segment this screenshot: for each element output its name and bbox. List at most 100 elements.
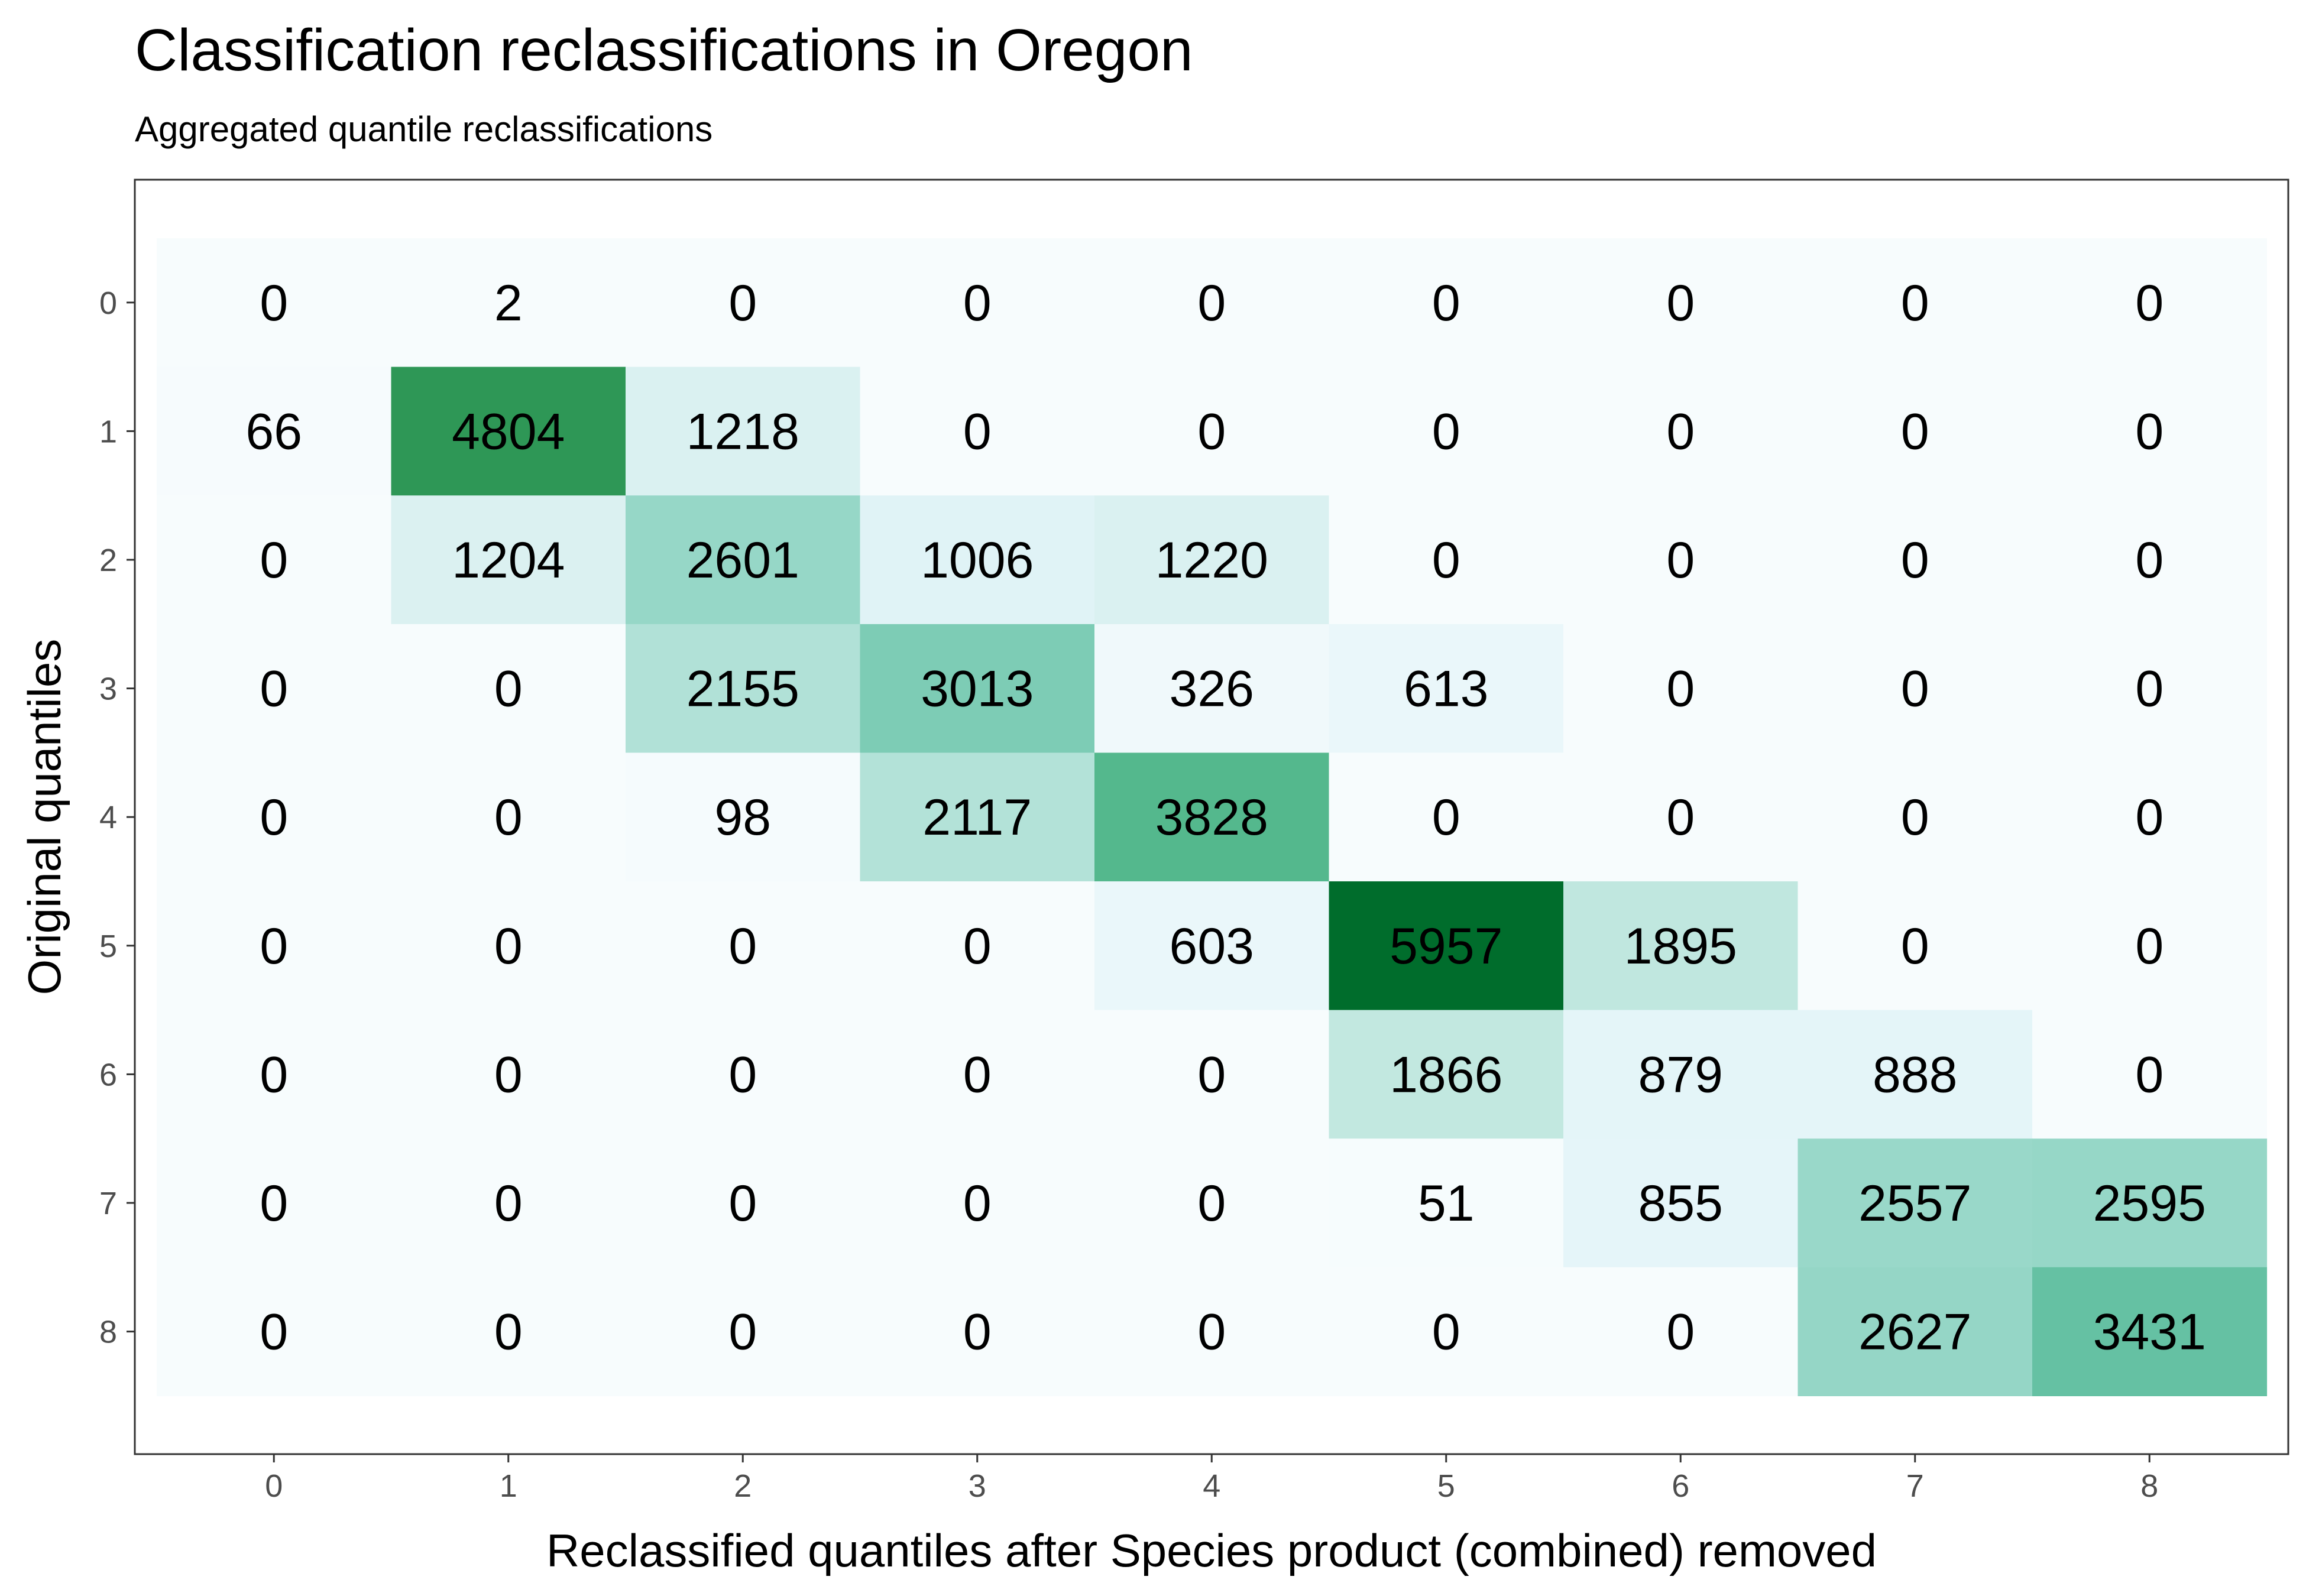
heatmap-cell-1-4 [1094, 366, 1330, 496]
heatmap-cell-2-7 [1797, 495, 2033, 625]
cell-value-label: 0 [963, 275, 992, 332]
cell-value-label: 0 [1432, 1304, 1460, 1361]
cell-value-label: 0 [1666, 403, 1695, 460]
y-tick-label: 0 [99, 286, 117, 321]
heatmap-cell-7-0 [157, 1138, 392, 1268]
heatmap-cell-0-4 [1094, 238, 1330, 368]
heatmap-cell-8-0 [157, 1267, 392, 1396]
cell-value-label: 3431 [2093, 1304, 2206, 1361]
heatmap-cell-5-7 [1797, 881, 2033, 1011]
heatmap-cell-1-3 [860, 366, 1095, 496]
cell-value-label: 1218 [686, 403, 799, 460]
x-tick-label: 0 [265, 1468, 283, 1504]
heatmap-cell-1-0 [157, 366, 392, 496]
cell-value-label: 0 [1666, 1304, 1695, 1361]
heatmap-cell-4-7 [1797, 752, 2033, 882]
cell-value-label: 0 [963, 1046, 992, 1103]
cell-value-label: 0 [260, 918, 288, 975]
cell-value-label: 1895 [1624, 918, 1737, 975]
cell-value-label: 879 [1638, 1046, 1724, 1103]
heatmap-cell-5-2 [626, 881, 861, 1011]
cell-value-label: 0 [260, 275, 288, 332]
heatmap-cell-5-4 [1094, 881, 1330, 1011]
heatmap-cell-4-8 [2032, 752, 2268, 882]
cell-value-label: 0 [1901, 532, 1929, 589]
cell-value-label: 0 [1197, 1046, 1226, 1103]
heatmap-cell-4-5 [1329, 752, 1564, 882]
cell-value-label: 0 [963, 1304, 992, 1361]
y-tick-label: 6 [99, 1057, 117, 1092]
heatmap-cell-2-3 [860, 495, 1095, 625]
cell-value-label: 0 [963, 403, 992, 460]
heatmap-cell-3-6 [1563, 624, 1799, 753]
heatmap-cell-7-4 [1094, 1138, 1330, 1268]
cell-value-label: 0 [494, 918, 523, 975]
cell-value-label: 51 [1418, 1175, 1475, 1232]
cell-value-label: 0 [2135, 789, 2164, 846]
cell-value-label: 0 [728, 1304, 757, 1361]
cell-value-label: 1866 [1390, 1046, 1502, 1103]
cell-value-label: 1220 [1155, 532, 1268, 589]
heatmap-cell-5-6 [1563, 881, 1799, 1011]
cell-value-label: 0 [963, 1175, 992, 1232]
y-tick-label: 3 [99, 672, 117, 707]
heatmap-cell-4-4 [1094, 752, 1330, 882]
heatmap-cell-2-2 [626, 495, 861, 625]
cell-value-label: 0 [1666, 661, 1695, 718]
cell-value-label: 0 [1901, 918, 1929, 975]
heatmap-cells [157, 238, 2268, 1396]
x-axis-title: Reclassified quantiles after Species pro… [546, 1524, 1877, 1576]
heatmap-cell-3-5 [1329, 624, 1564, 753]
cell-value-label: 2627 [1858, 1304, 1971, 1361]
heatmap-cell-6-8 [2032, 1010, 2268, 1139]
cell-value-label: 1204 [452, 532, 565, 589]
heatmap-cell-8-3 [860, 1267, 1095, 1396]
heatmap-cell-3-8 [2032, 624, 2268, 753]
heatmap-cell-8-7 [1797, 1267, 2033, 1396]
heatmap-cell-8-1 [391, 1267, 626, 1396]
cell-value-label: 0 [1666, 275, 1695, 332]
cell-value-label: 0 [2135, 275, 2164, 332]
x-tick-label: 4 [1203, 1468, 1220, 1504]
cell-value-label: 0 [494, 1046, 523, 1103]
heatmap-cell-8-4 [1094, 1267, 1330, 1396]
x-tick-label: 1 [500, 1468, 517, 1504]
heatmap-cell-0-3 [860, 238, 1095, 368]
heatmap-cell-1-2 [626, 366, 861, 496]
heatmap-cell-7-8 [2032, 1138, 2268, 1268]
y-tick-label: 7 [99, 1186, 117, 1221]
cell-value-label: 0 [2135, 532, 2164, 589]
heatmap-cell-6-6 [1563, 1010, 1799, 1139]
heatmap-cell-6-7 [1797, 1010, 2033, 1139]
cell-value-label: 0 [1666, 789, 1695, 846]
cell-value-label: 0 [2135, 918, 2164, 975]
heatmap-cell-2-4 [1094, 495, 1330, 625]
heatmap-cell-3-0 [157, 624, 392, 753]
y-tick-label: 1 [99, 414, 117, 449]
heatmap-cell-6-4 [1094, 1010, 1330, 1139]
cell-value-label: 0 [1432, 789, 1460, 846]
y-axis-title: Original quantiles [18, 639, 70, 995]
x-tick-label: 8 [2140, 1468, 2158, 1504]
heatmap-cell-4-1 [391, 752, 626, 882]
heatmap-cell-8-5 [1329, 1267, 1564, 1396]
heatmap-cell-7-2 [626, 1138, 861, 1268]
x-tick-label: 7 [1906, 1468, 1924, 1504]
cell-value-label: 0 [1432, 275, 1460, 332]
heatmap-cell-6-3 [860, 1010, 1095, 1139]
x-tick-label: 3 [969, 1468, 986, 1504]
cell-value-label: 2117 [922, 789, 1032, 846]
heatmap-cell-5-0 [157, 881, 392, 1011]
cell-value-label: 0 [1901, 403, 1929, 460]
cell-value-label: 613 [1404, 661, 1489, 718]
heatmap-cell-7-6 [1563, 1138, 1799, 1268]
heatmap-cell-3-1 [391, 624, 626, 753]
heatmap-cell-3-7 [1797, 624, 2033, 753]
cell-value-label: 2557 [1858, 1175, 1971, 1232]
heatmap-cell-3-3 [860, 624, 1095, 753]
heatmap-cell-4-2 [626, 752, 861, 882]
cell-value-label: 0 [1901, 275, 1929, 332]
heatmap-cell-1-5 [1329, 366, 1564, 496]
heatmap-cell-6-0 [157, 1010, 392, 1139]
